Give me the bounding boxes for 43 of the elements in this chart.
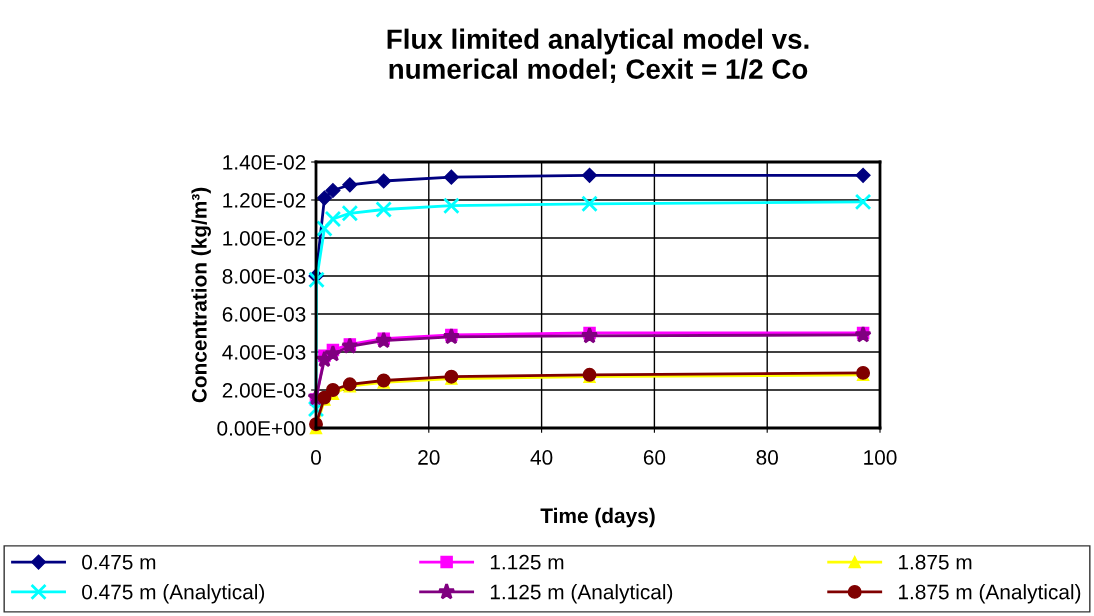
x-tick-label: 40 bbox=[530, 450, 553, 465]
point bbox=[307, 400, 325, 418]
point bbox=[581, 167, 598, 183]
x-tick-label: 60 bbox=[643, 450, 666, 465]
legend-label: 1.875 m (Analytical) bbox=[899, 584, 1081, 604]
y-tick-label: 0.00E+00 bbox=[217, 421, 306, 436]
point bbox=[581, 195, 598, 213]
point bbox=[376, 173, 392, 189]
y-tick-label: 8.00E-03 bbox=[222, 269, 306, 284]
y-tick-label: 1.40E-02 bbox=[223, 155, 306, 170]
legend-label: 1.125 m (Analytical) bbox=[490, 584, 673, 604]
point bbox=[325, 383, 340, 397]
point bbox=[325, 182, 341, 199]
point bbox=[375, 331, 393, 349]
legend-label: 1.875 m bbox=[899, 554, 972, 570]
point bbox=[855, 167, 871, 183]
chart-title: Flux limited analytical model vs. numerical model; Cexit = 1/2 Co bbox=[387, 28, 809, 83]
y-tick-label: 2.00E-03 bbox=[222, 383, 306, 398]
point bbox=[316, 190, 333, 206]
point bbox=[443, 169, 459, 185]
legend-label: 0.475 m bbox=[82, 554, 156, 570]
point bbox=[342, 177, 358, 193]
y-tick-label: 6.00E-03 bbox=[222, 307, 306, 322]
y-axis-title: Concentration (kg/m³) bbox=[191, 187, 211, 403]
point bbox=[324, 344, 342, 362]
x-axis-title: Time (days) bbox=[540, 507, 655, 528]
point bbox=[443, 197, 460, 215]
y-tick-label: 4.00E-03 bbox=[222, 345, 306, 360]
x-tick-label: 20 bbox=[418, 450, 440, 465]
y-tick-label: 1.00E-02 bbox=[223, 231, 306, 246]
x-tick-label: 100 bbox=[864, 450, 897, 465]
point bbox=[316, 220, 333, 237]
legend-label: 0.475 m (Analytical) bbox=[82, 584, 265, 604]
point bbox=[580, 326, 599, 344]
y-tick-label: 1.20E-02 bbox=[223, 193, 306, 208]
point bbox=[375, 201, 393, 218]
point bbox=[341, 204, 359, 222]
legend-label: 1.125 m bbox=[490, 554, 564, 570]
x-tick-label: 0 bbox=[311, 450, 321, 465]
point bbox=[854, 193, 872, 211]
x-tick-label: 80 bbox=[756, 450, 778, 465]
point bbox=[324, 210, 342, 228]
point bbox=[308, 271, 325, 289]
